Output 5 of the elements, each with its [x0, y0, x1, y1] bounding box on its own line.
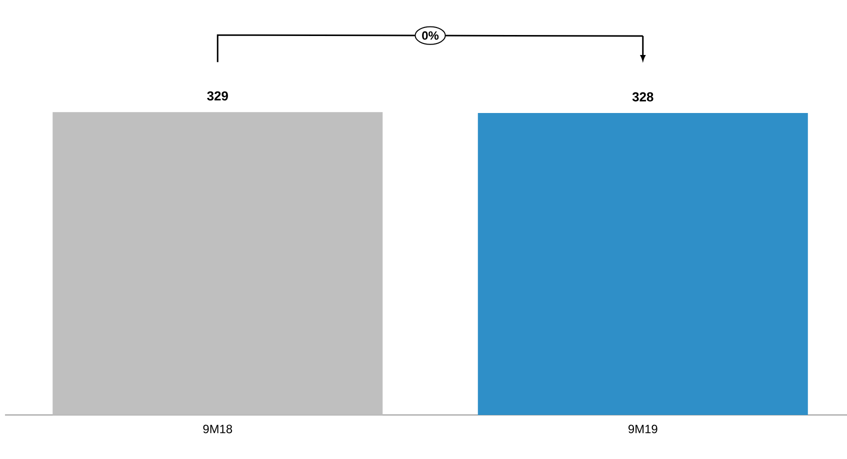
data-label: 328 [632, 92, 654, 102]
data-label: 329 [207, 91, 228, 101]
x-tick-label: 9M19 [628, 424, 658, 434]
text: 0% [422, 31, 439, 40]
x-tick-label: 9M18 [203, 424, 232, 434]
